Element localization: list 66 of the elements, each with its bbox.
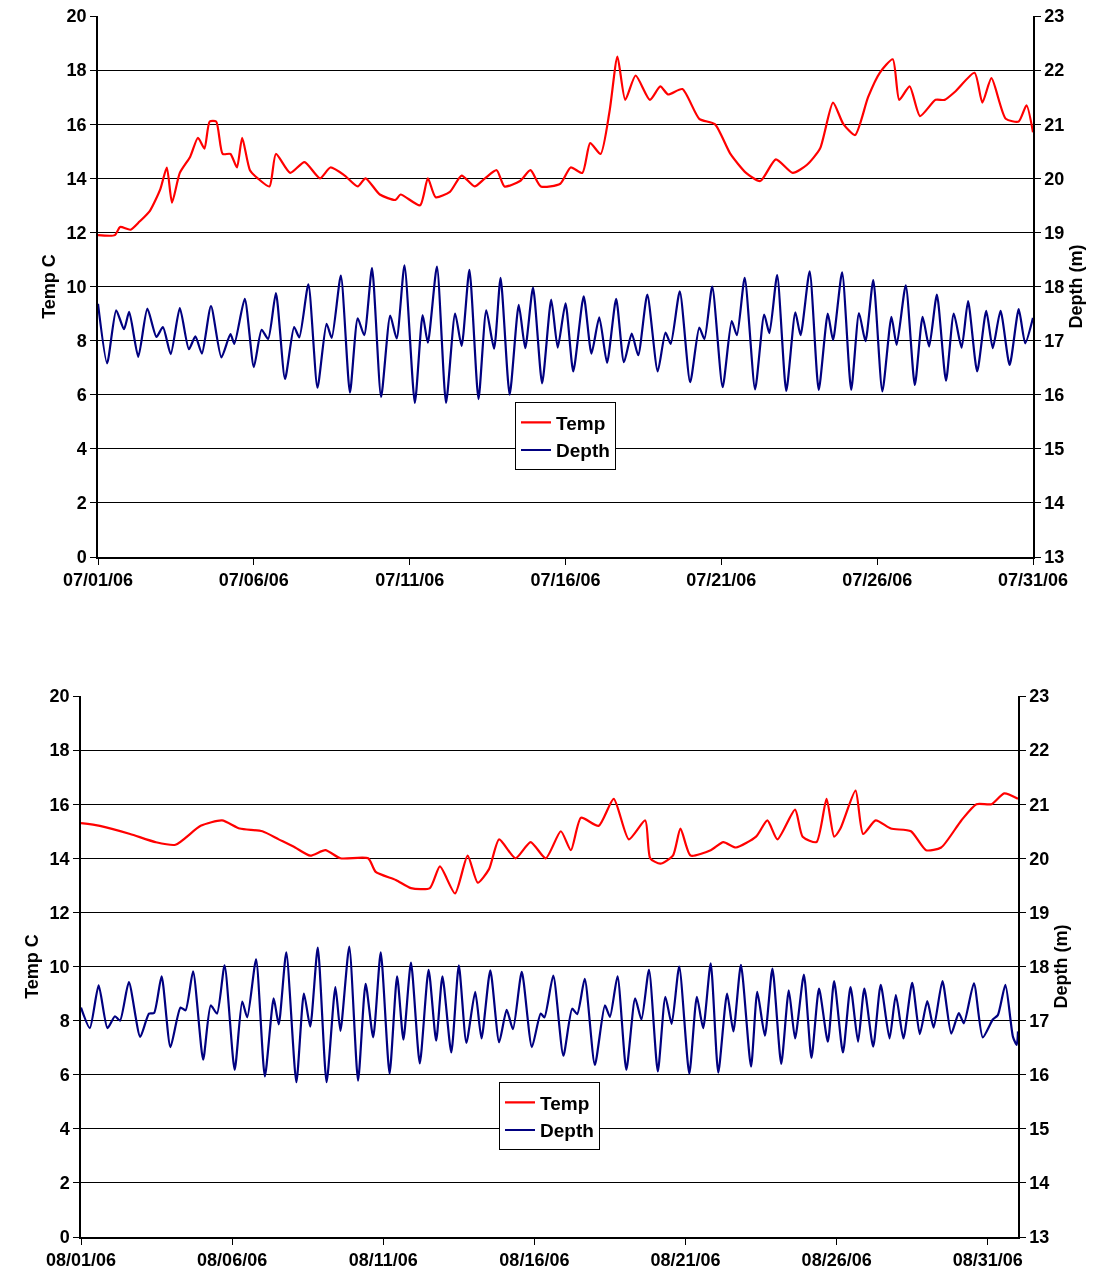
y-tick-label: 4 bbox=[59, 1119, 70, 1140]
x-tick-label: 07/21/06 bbox=[686, 570, 757, 591]
x-tick-label: 08/06/06 bbox=[197, 1250, 268, 1271]
y2-tick-label: 14 bbox=[1029, 1173, 1050, 1194]
y-tick-label: 14 bbox=[66, 168, 87, 189]
y2-tick-label: 18 bbox=[1029, 956, 1050, 977]
y2-tick-label: 14 bbox=[1044, 493, 1065, 514]
y2-tick-label: 17 bbox=[1044, 330, 1065, 351]
y-tick-label: 18 bbox=[49, 740, 70, 761]
y2-axis-title: Depth (m) bbox=[1050, 924, 1071, 1009]
y-tick-label: 20 bbox=[49, 686, 70, 707]
y-tick-label: 14 bbox=[49, 848, 70, 869]
x-tick-label: 07/11/06 bbox=[375, 570, 445, 591]
y2-tick-label: 16 bbox=[1044, 385, 1065, 405]
y2-tick-label: 17 bbox=[1029, 1010, 1050, 1031]
y-tick-label: 12 bbox=[66, 222, 87, 243]
y-tick-label: 16 bbox=[66, 114, 87, 135]
y2-tick-label: 19 bbox=[1044, 222, 1065, 243]
y2-tick-label: 15 bbox=[1044, 439, 1065, 460]
y-tick-label: 2 bbox=[76, 493, 87, 514]
x-tick-label: 08/31/06 bbox=[952, 1250, 1023, 1271]
x-tick-label: 07/26/06 bbox=[842, 570, 913, 591]
y2-tick-label: 23 bbox=[1044, 6, 1065, 27]
y-tick-label: 16 bbox=[49, 794, 70, 815]
y-tick-label: 8 bbox=[59, 1010, 70, 1031]
y-tick-label: 20 bbox=[66, 6, 87, 27]
x-tick-label: 08/01/06 bbox=[45, 1250, 117, 1271]
y2-tick-label: 19 bbox=[1029, 902, 1050, 923]
y2-tick-label: 15 bbox=[1029, 1119, 1050, 1140]
y-axis-title: Temp C bbox=[39, 254, 60, 319]
x-tick-label: 07/06/06 bbox=[218, 570, 289, 591]
y-tick-label: 4 bbox=[76, 439, 87, 460]
y2-tick-label: 20 bbox=[1029, 848, 1050, 869]
legend-label: Depth bbox=[556, 440, 610, 462]
y2-tick-label: 20 bbox=[1044, 168, 1065, 189]
x-tick-label: 07/31/06 bbox=[997, 570, 1069, 591]
y-axis-title: Temp C bbox=[22, 934, 43, 999]
x-tick-label: 08/16/06 bbox=[499, 1250, 570, 1271]
x-tick-label: 08/21/06 bbox=[650, 1250, 721, 1271]
y2-tick-label: 21 bbox=[1029, 794, 1050, 815]
y-tick-label: 6 bbox=[76, 385, 87, 405]
y2-tick-label: 23 bbox=[1029, 686, 1050, 707]
y2-tick-label: 21 bbox=[1044, 114, 1065, 135]
y-tick-label: 10 bbox=[49, 956, 70, 977]
y2-axis-title: Depth (m) bbox=[1065, 244, 1086, 329]
y-tick-label: 10 bbox=[66, 276, 87, 297]
x-tick-label: 07/01/06 bbox=[62, 570, 134, 591]
y-tick-label: 12 bbox=[49, 902, 70, 923]
legend-label: Temp bbox=[556, 412, 606, 434]
y2-tick-label: 16 bbox=[1029, 1065, 1050, 1085]
y2-tick-label: 13 bbox=[1029, 1227, 1050, 1248]
y-tick-label: 0 bbox=[59, 1227, 70, 1248]
legend-label: Temp bbox=[540, 1092, 590, 1114]
y2-tick-label: 13 bbox=[1044, 547, 1065, 568]
legend-label: Depth bbox=[540, 1120, 594, 1142]
y-tick-label: 0 bbox=[76, 547, 87, 568]
x-tick-label: 07/16/06 bbox=[530, 570, 601, 591]
y2-tick-label: 22 bbox=[1029, 740, 1050, 761]
y-tick-label: 2 bbox=[59, 1173, 70, 1194]
y-tick-label: 18 bbox=[66, 60, 87, 81]
x-tick-label: 08/11/06 bbox=[348, 1250, 418, 1271]
y-tick-label: 8 bbox=[76, 330, 87, 351]
y-tick-label: 6 bbox=[59, 1065, 70, 1085]
x-tick-label: 08/26/06 bbox=[801, 1250, 872, 1271]
y2-tick-label: 18 bbox=[1044, 276, 1065, 297]
y2-tick-label: 22 bbox=[1044, 60, 1065, 81]
